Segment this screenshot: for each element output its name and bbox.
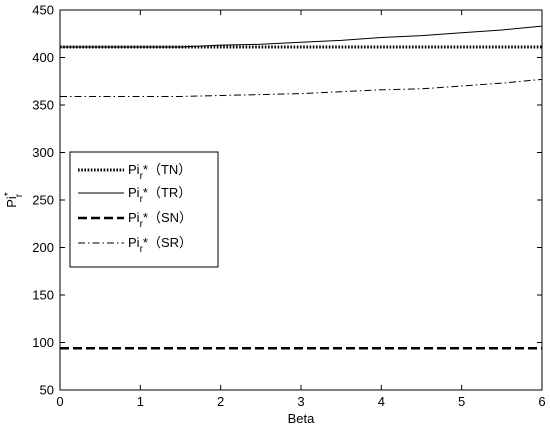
legend-item: Pir*（TR） xyxy=(78,185,191,205)
legend-label-sub: r xyxy=(140,194,144,205)
legend-item: Pir*（TN） xyxy=(78,162,191,182)
y-tick-label: 400 xyxy=(32,50,54,65)
y-tick-label: 300 xyxy=(32,145,54,160)
x-axis-label: Beta xyxy=(288,411,316,426)
y-axis-label-sub: r xyxy=(14,193,25,197)
legend-item: Pir*（SN） xyxy=(78,210,192,230)
legend-label-suffix: *（SR） xyxy=(143,235,192,250)
legend-label: Pir*（SN） xyxy=(128,210,192,230)
legend-label-suffix: *（SN） xyxy=(143,210,192,225)
x-tick-label: 0 xyxy=(56,394,63,409)
series-line-1 xyxy=(60,25,543,48)
y-tick-label: 250 xyxy=(32,193,54,208)
legend-label: Pir*（SR） xyxy=(128,235,192,255)
series-layer xyxy=(60,25,543,350)
legend-label: Pir*（TR） xyxy=(128,185,191,205)
ticks-layer: 0 1 2 3 4 5 6 50 100 150 200 250 300 350 400 450 xyxy=(32,3,545,410)
legend-label-sub: r xyxy=(140,171,144,182)
legend-label-sub: r xyxy=(140,219,144,230)
x-tick-label: 1 xyxy=(137,394,144,409)
y-tick-label: 350 xyxy=(32,98,54,113)
x-tick-label: 2 xyxy=(217,394,224,409)
legend-label-main: Pi xyxy=(128,235,140,250)
y-tick-label: 200 xyxy=(32,240,54,255)
legend-label-sub: r xyxy=(140,244,144,255)
y-tick-label: 100 xyxy=(32,335,54,350)
y-tick-label: 450 xyxy=(32,3,54,18)
series-line-3 xyxy=(60,78,543,97)
x-tick-label: 6 xyxy=(538,394,545,409)
legend-label-main: Pi xyxy=(128,210,140,225)
legend-label: Pir*（TN） xyxy=(128,162,191,182)
legend-label-main: Pi xyxy=(128,185,140,200)
x-tick-label: 3 xyxy=(297,394,304,409)
y-tick-label: 50 xyxy=(40,383,54,398)
y-axis-label-sup: * xyxy=(3,192,14,196)
legend-items: Pir*（TN）Pir*（TR）Pir*（SN）Pir*（SR） xyxy=(78,162,192,255)
legend-label-suffix: *（TN） xyxy=(143,162,191,177)
x-tick-label: 4 xyxy=(378,394,385,409)
legend: Pir*（TN）Pir*（TR）Pir*（SN）Pir*（SR） xyxy=(69,151,219,268)
legend-label-main: Pi xyxy=(128,162,140,177)
legend-label-suffix: *（TR） xyxy=(143,185,191,200)
y-axis-label-main: Pi xyxy=(4,196,19,208)
y-tick-label: 150 xyxy=(32,288,54,303)
y-axis-label: Pi*r xyxy=(3,192,25,208)
x-tick-label: 5 xyxy=(458,394,465,409)
legend-item: Pir*（SR） xyxy=(78,235,192,255)
